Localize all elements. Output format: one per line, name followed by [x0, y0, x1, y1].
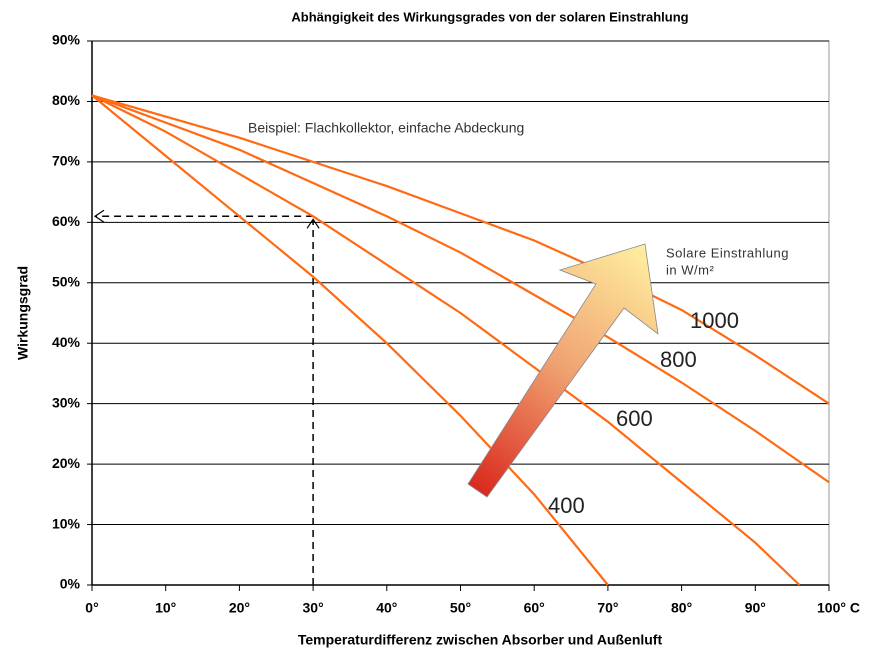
x-tick-label: 50°	[450, 600, 471, 616]
chart-title: Abhängigkeit des Wirkungsgrades von der …	[291, 9, 688, 24]
efficiency-curve	[91, 94, 830, 405]
x-tick-label: 70°	[597, 600, 618, 616]
x-tick-label: 30°	[303, 600, 324, 616]
curve-label: 1000	[690, 308, 739, 333]
efficiency-curve	[91, 94, 830, 484]
x-tick-label: 80°	[671, 600, 692, 616]
x-tick-label: 90°	[745, 600, 766, 616]
y-tick-label: 50%	[52, 273, 81, 289]
x-tick-label: 10°	[155, 600, 176, 616]
y-tick-label: 30%	[52, 394, 81, 410]
y-tick-label: 0%	[60, 576, 81, 592]
curve-label: 600	[616, 406, 653, 431]
curve-label: 800	[660, 347, 697, 372]
y-tick-label: 10%	[52, 515, 81, 531]
y-tick-label: 90%	[52, 32, 81, 48]
efficiency-curve	[91, 94, 609, 586]
y-tick-label: 70%	[52, 153, 81, 169]
x-tick-label: 60°	[524, 600, 545, 616]
efficiency-curve	[91, 94, 801, 586]
y-tick-label: 80%	[52, 92, 81, 108]
annotation: Beispiel: Flachkollektor, einfache Abdec…	[248, 120, 524, 136]
annotation: in W/m²	[666, 262, 714, 277]
x-tick-label: 40°	[376, 600, 397, 616]
plot-area: 0% 10% 20% 30% 40% 50% 60% 70% 80% 90% 0° 10° 20° 30°…	[52, 32, 860, 616]
x-tick-label: 100° C	[817, 600, 860, 616]
annotation: Solare Einstrahlung	[666, 245, 789, 260]
arrow-head	[306, 218, 320, 229]
arrow-head	[93, 209, 105, 223]
x-tick-label: 0°	[85, 600, 98, 616]
y-tick-label: 20%	[52, 455, 81, 471]
y-axis-title: Wirkungsgrad	[15, 266, 31, 360]
irradiance-arrow	[467, 243, 659, 498]
y-tick-label: 60%	[52, 213, 81, 229]
x-tick-label: 20°	[229, 600, 250, 616]
x-axis-title: Temperaturdifferenz zwischen Absorber un…	[298, 632, 663, 648]
curve-label: 400	[548, 493, 585, 518]
y-tick-label: 40%	[52, 334, 81, 350]
